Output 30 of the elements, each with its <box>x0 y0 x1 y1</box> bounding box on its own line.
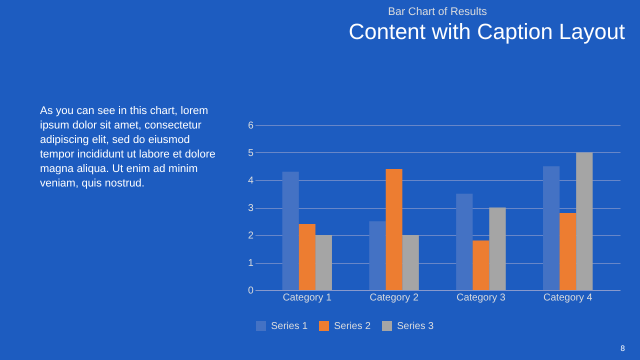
text: Content with Caption Layout <box>348 19 625 44</box>
text: 8 <box>620 344 626 353</box>
bar <box>489 208 506 290</box>
x-tick-label: Category 2 <box>370 292 419 304</box>
y-tick-label: 4 <box>248 176 254 186</box>
bar <box>560 213 576 290</box>
y-tick-label: 1 <box>248 258 254 269</box>
legend-label: Series 3 <box>397 321 434 332</box>
y-tick-label: 2 <box>248 230 254 242</box>
x-tick-label: Category 1 <box>282 292 332 304</box>
bar <box>386 169 402 290</box>
text: As you can see in this chart, lorem ipsum dolor sit amet, consectetur adipiscing elit, sed do eiusmod tempor incididunt ut labore et dolore magna aliqua. Ut enim ad minim veniam, quis nostrud. <box>40 105 216 190</box>
x-tick-label: Category 3 <box>456 292 506 304</box>
y-tick-label: 0 <box>248 286 254 296</box>
chart-title: Bar Chart of Results <box>388 6 488 18</box>
bar <box>369 221 386 290</box>
x-tick-label: Category 4 <box>543 292 593 304</box>
bar <box>315 235 332 290</box>
y-tick-label: 3 <box>248 203 254 214</box>
bar <box>576 152 593 290</box>
legend-label: Series 1 <box>271 321 308 332</box>
bar <box>402 235 419 290</box>
y-tick-label: 6 <box>248 120 254 132</box>
legend-label: Series 2 <box>334 321 372 332</box>
bar <box>456 194 473 290</box>
y-tick-label: 5 <box>248 148 254 159</box>
bar <box>298 224 316 290</box>
bar <box>543 166 560 290</box>
bar <box>282 172 299 290</box>
bar <box>472 240 490 290</box>
